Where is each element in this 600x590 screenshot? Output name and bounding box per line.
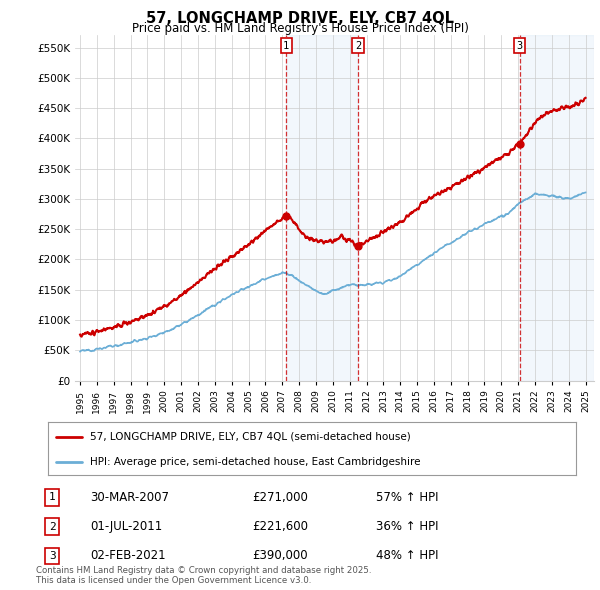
Text: £221,600: £221,600 — [252, 520, 308, 533]
Text: 2: 2 — [355, 41, 361, 51]
Text: 01-JUL-2011: 01-JUL-2011 — [90, 520, 162, 533]
Text: HPI: Average price, semi-detached house, East Cambridgeshire: HPI: Average price, semi-detached house,… — [90, 457, 421, 467]
Text: 3: 3 — [517, 41, 523, 51]
Bar — [520, 35, 594, 381]
Text: 36% ↑ HPI: 36% ↑ HPI — [376, 520, 439, 533]
Text: 02-FEB-2021: 02-FEB-2021 — [90, 549, 166, 562]
Text: 2: 2 — [49, 522, 56, 532]
Text: 30-MAR-2007: 30-MAR-2007 — [90, 491, 169, 504]
Text: 3: 3 — [49, 551, 56, 561]
Text: £271,000: £271,000 — [252, 491, 308, 504]
Text: 57, LONGCHAMP DRIVE, ELY, CB7 4QL (semi-detached house): 57, LONGCHAMP DRIVE, ELY, CB7 4QL (semi-… — [90, 432, 411, 442]
Bar — [286, 35, 358, 381]
Text: 1: 1 — [49, 492, 56, 502]
Text: Price paid vs. HM Land Registry's House Price Index (HPI): Price paid vs. HM Land Registry's House … — [131, 22, 469, 35]
Text: £390,000: £390,000 — [252, 549, 308, 562]
Text: 1: 1 — [283, 41, 289, 51]
Text: 57, LONGCHAMP DRIVE, ELY, CB7 4QL: 57, LONGCHAMP DRIVE, ELY, CB7 4QL — [146, 11, 454, 25]
Text: Contains HM Land Registry data © Crown copyright and database right 2025.
This d: Contains HM Land Registry data © Crown c… — [36, 566, 371, 585]
Text: 48% ↑ HPI: 48% ↑ HPI — [376, 549, 439, 562]
Text: 57% ↑ HPI: 57% ↑ HPI — [376, 491, 439, 504]
